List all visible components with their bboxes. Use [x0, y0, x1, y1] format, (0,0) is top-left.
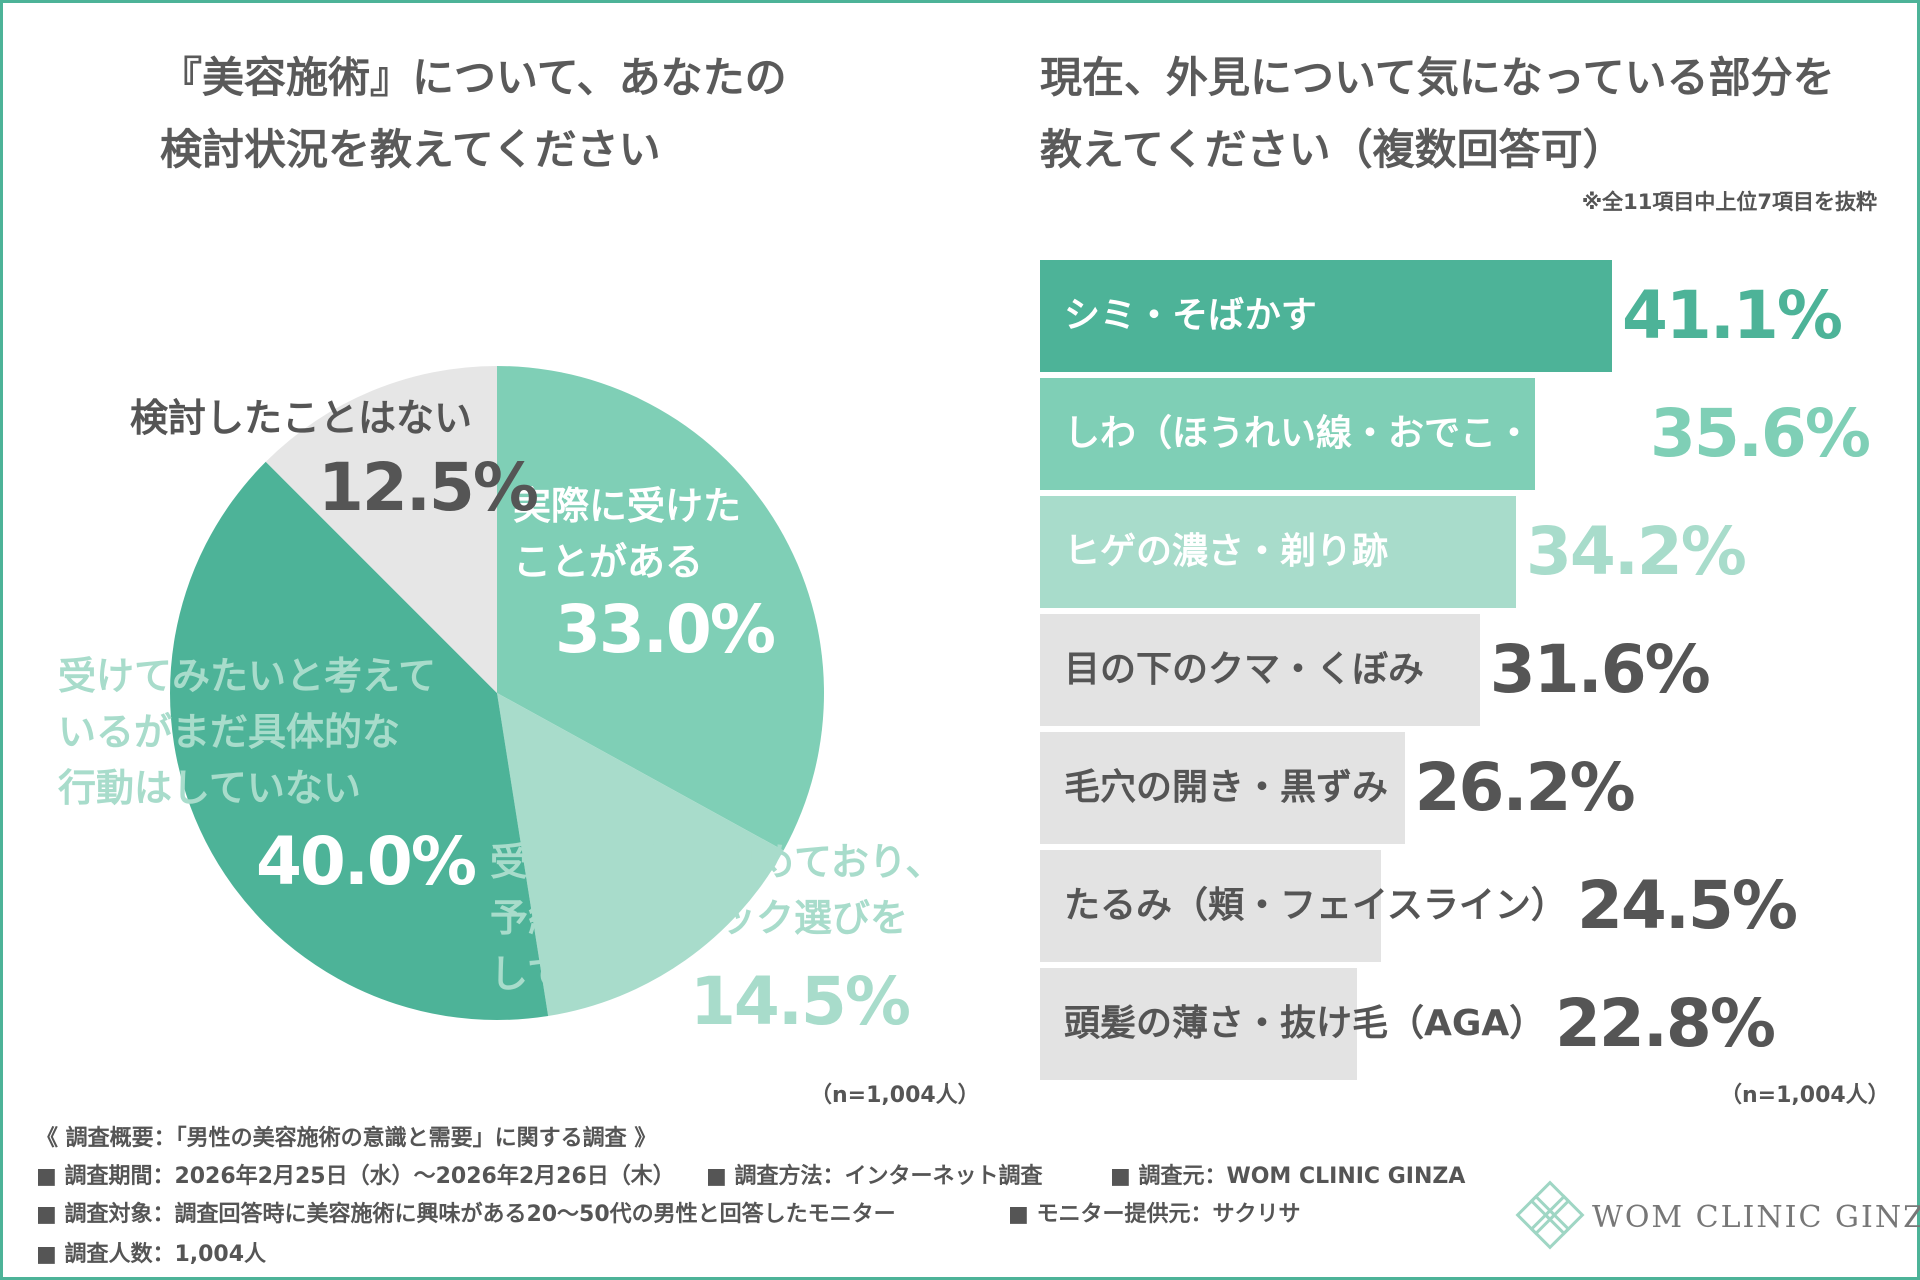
pie-slice-not-considered	[265, 366, 497, 693]
bar	[1040, 968, 1358, 1080]
pie-value-label-booking: 14.5%	[690, 963, 911, 1040]
pie-label-text: 予約／クリニック選びを	[490, 896, 909, 940]
survey-source: ■ 調査元：WOM CLINIC GINZA	[1110, 1164, 1466, 1189]
bar-value-label: 41.1%	[1622, 277, 1843, 354]
survey-count: ■ 調査人数：1,004人	[36, 1242, 267, 1267]
pie-label-text: 受けることを決めており、	[490, 840, 944, 884]
bar-sample-size: （n=1,004人）	[1720, 1083, 1890, 1108]
survey-method: ■ 調査方法：インターネット調査	[706, 1164, 1043, 1189]
bar	[1040, 378, 1536, 490]
pie-value-label-interested: 40.0%	[256, 823, 477, 900]
pie-label-not-considered: 検討したことはない	[130, 390, 472, 446]
monitor-provider: ■ モニター提供元：サクリサ	[1008, 1202, 1301, 1227]
pie-label-interested: 受けてみたいと考えて いるがまだ具体的な 行動はしていない	[58, 648, 436, 816]
bar-category-label: 頭髪の薄さ・抜け毛（AGA）	[1064, 1003, 1546, 1044]
brand-name: WOM CLINIC GINZA	[1592, 1200, 1920, 1235]
pie-label-text: 検討したことはない	[130, 396, 473, 440]
bar-value-label: 34.2%	[1525, 513, 1747, 590]
pie-sample-size: （n=1,004人）	[810, 1083, 980, 1108]
pie-label-text: いるがまだ具体的な	[58, 710, 401, 754]
pie-label-text: している	[490, 952, 641, 996]
pie-label-booking: 受けることを決めており、 予約／クリニック選びを している	[490, 834, 943, 1002]
bar-value-label: 22.8%	[1555, 985, 1776, 1062]
bar-value-label: 31.6%	[1489, 631, 1711, 708]
right-chart-title: 現在、外見について気になっている部分を 教えてください（複数回答可）	[1040, 42, 1835, 186]
pie-value-label-not-considered: 12.5%	[318, 449, 539, 526]
bar-category-label: 毛穴の開き・黒ずみ	[1064, 767, 1389, 808]
left-title-line1: 『美容施術』について、あなたの	[160, 53, 787, 102]
bar	[1040, 260, 1612, 372]
left-chart-title: 『美容施術』について、あなたの 検討状況を教えてください	[160, 42, 787, 186]
bar-category-label: シミ・そばかす	[1064, 295, 1317, 336]
bar-category-label: 目の下のクマ・くぼみ	[1064, 649, 1425, 690]
bar	[1040, 850, 1381, 962]
bar	[1040, 732, 1405, 844]
pie-slice-booking	[497, 693, 784, 1016]
pie-chart	[170, 366, 825, 1020]
survey-summary-heading: 《 調査概要：「男性の美容施術の意識と需要」に関する調査 》	[36, 1126, 657, 1151]
bar-value-label: 35.6%	[1650, 395, 1871, 472]
survey-target: ■ 調査対象：調査回答時に美容施術に興味がある20〜50代の男性と回答したモニタ…	[36, 1202, 896, 1227]
left-title-line2: 検討状況を教えてください	[160, 125, 661, 174]
pie-label-text: 受けてみたいと考えて	[58, 654, 437, 698]
flower-diamond-icon	[1515, 1180, 1585, 1250]
pie-slice-interested	[170, 461, 549, 1020]
pie-label-experienced: 実際に受けた ことがある 33.0%	[513, 478, 776, 670]
bar	[1040, 496, 1516, 608]
survey-period: ■ 調査期間：2026年2月25日（水）〜2026年2月26日（木）	[36, 1164, 675, 1189]
bar-value-label: 26.2%	[1414, 749, 1636, 826]
right-title-line2: 教えてください（複数回答可）	[1040, 125, 1625, 174]
pie-slice-experienced	[497, 366, 825, 851]
pie-label-text: 実際に受けた	[513, 484, 742, 528]
pie-value-label: 33.0%	[555, 591, 776, 668]
bar	[1040, 614, 1480, 726]
bar-chart-note: ※全11項目中上位7項目を抜粋	[1581, 190, 1877, 214]
bar-category-label: たるみ（頬・フェイスライン）	[1064, 885, 1567, 926]
bar-category-label: しわ（ほうれい線・おでこ・目尻）	[1064, 413, 1641, 454]
bar-value-label: 24.5%	[1577, 867, 1798, 944]
right-title-line1: 現在、外見について気になっている部分を	[1040, 53, 1835, 102]
bar-category-label: ヒゲの濃さ・剃り跡	[1064, 531, 1389, 572]
pie-label-text: 行動はしていない	[58, 766, 361, 810]
pie-label-text: ことがある	[513, 540, 704, 584]
